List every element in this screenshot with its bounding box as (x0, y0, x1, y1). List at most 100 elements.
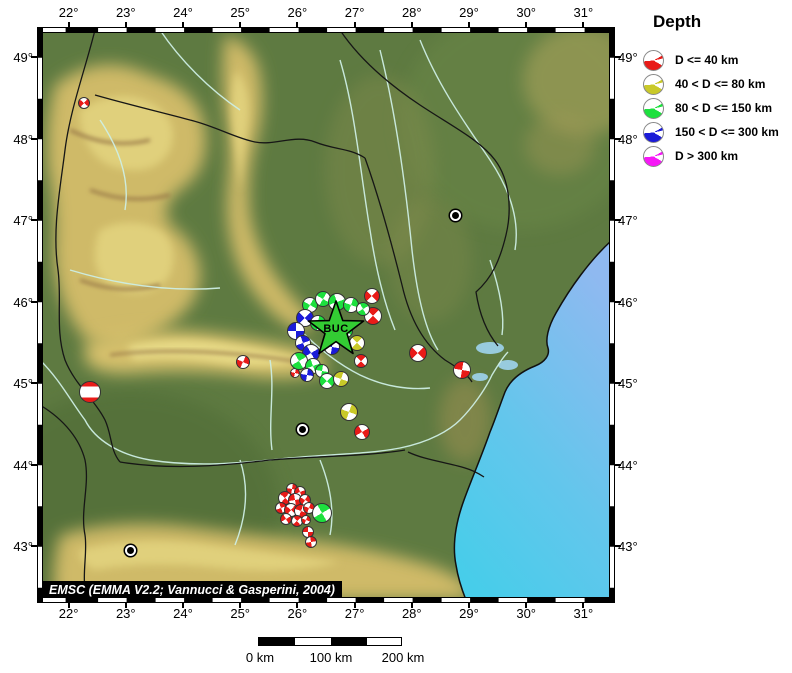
tick-right (615, 300, 621, 303)
tick-right (615, 463, 621, 466)
lon-label-top: 27° (344, 5, 365, 20)
legend-item-label: D > 300 km (675, 149, 739, 163)
beachball-event (79, 381, 101, 403)
lon-label-top: 28° (401, 5, 422, 20)
tick-left (31, 300, 37, 303)
city-dot (298, 425, 306, 433)
tick-bottom (124, 602, 127, 608)
borders (40, 30, 510, 600)
legend-item-label: 80 < D <= 150 km (675, 101, 773, 115)
lon-label-top: 31° (573, 5, 594, 20)
beachball-event (312, 503, 332, 523)
tick-left (31, 463, 37, 466)
tick-right (615, 545, 621, 547)
legend-item: D <= 40 km (643, 49, 738, 71)
lon-label-bottom: 28° (401, 606, 422, 621)
credit-bar: EMSC (EMMA V2.2; Vannucci & Gasperini, 2… (42, 581, 342, 599)
map-frame-top (37, 27, 615, 33)
lat-label-left: 43° (13, 539, 33, 554)
lat-label-right: 49° (618, 50, 638, 65)
map-frame-right (609, 27, 615, 603)
lat-label-right: 45° (618, 376, 638, 391)
black-sea (453, 238, 612, 600)
map-topography (40, 30, 612, 600)
lon-label-top: 29° (459, 5, 479, 20)
tick-bottom (410, 602, 413, 608)
lon-label-bottom: 24° (173, 606, 193, 621)
tick-top (468, 22, 470, 28)
lat-label-right: 46° (618, 294, 638, 310)
frame-corner (609, 597, 615, 603)
rivers (40, 30, 517, 546)
tick-top (525, 22, 528, 28)
lon-label-top: 24° (173, 5, 193, 20)
legend-item: 150 < D <= 300 km (643, 121, 779, 143)
legend-item-label: D <= 40 km (675, 53, 739, 67)
tick-bottom (525, 602, 528, 608)
mountains (46, 35, 470, 600)
city-dot (126, 546, 134, 554)
beachball-event (305, 536, 317, 548)
beachball-event (354, 424, 370, 440)
lon-label-bottom: 29° (459, 606, 479, 621)
lon-label-bottom: 30° (516, 606, 537, 621)
tick-right (615, 219, 621, 221)
lon-label-top: 30° (516, 5, 537, 20)
beachball-event (236, 355, 250, 369)
tick-top (67, 22, 70, 28)
focal-mechanism-icon (643, 73, 664, 95)
focal-mechanism-icon (643, 49, 664, 71)
tick-top (239, 22, 242, 28)
focal-mechanism-icon (643, 145, 664, 167)
map-canvas: EMSC (EMMA V2.2; Vannucci & Gasperini, 2… (40, 30, 612, 600)
lat-label-right: 47° (618, 213, 638, 228)
lon-label-top: 25° (230, 5, 251, 20)
frame-corner (37, 27, 43, 33)
lon-label-bottom: 22° (58, 606, 79, 621)
bucharest-star (306, 299, 366, 361)
lat-label-left: 45° (13, 376, 33, 391)
tick-left (31, 382, 37, 384)
lat-label-right: 48° (618, 131, 638, 147)
focal-mechanism-icon (643, 97, 664, 119)
beachball-event (354, 354, 368, 368)
star-label: BUC (323, 323, 349, 335)
legend-item-label: 150 < D <= 300 km (675, 125, 779, 139)
beachball-event (301, 515, 311, 525)
tick-left (31, 545, 37, 547)
focal-mechanism-icon (643, 121, 664, 143)
lon-label-bottom: 23° (115, 606, 136, 621)
map-frame-left (37, 27, 43, 603)
lat-label-left: 48° (13, 131, 33, 147)
legend-item: 80 < D <= 150 km (643, 97, 772, 119)
lon-label-bottom: 26° (287, 606, 308, 621)
tick-bottom (353, 602, 356, 608)
lat-label-right: 43° (618, 539, 638, 554)
tick-top (296, 22, 299, 28)
lon-label-bottom: 25° (230, 606, 251, 621)
tick-bottom (296, 602, 299, 608)
lon-label-top: 23° (115, 5, 136, 20)
frame-corner (609, 27, 615, 33)
lon-label-bottom: 31° (573, 606, 594, 621)
tick-top (124, 22, 127, 28)
map-frame-bottom (37, 597, 615, 603)
scale-label-200: 200 km (381, 650, 425, 665)
beachball-event (78, 97, 90, 109)
lat-label-left: 47° (13, 213, 33, 228)
tick-bottom (67, 602, 70, 608)
tick-top (182, 22, 184, 28)
tick-bottom (182, 602, 184, 608)
legend-title: Depth (653, 12, 702, 31)
lat-label-left: 44° (13, 457, 33, 473)
beachball-event (364, 288, 380, 304)
frame-corner (37, 597, 43, 603)
tick-right (615, 56, 621, 58)
beachball-event (340, 403, 358, 421)
legend-item-label: 40 < D <= 80 km (675, 77, 766, 91)
city-dot (451, 211, 459, 219)
lon-label-top: 22° (58, 5, 79, 20)
tick-left (31, 56, 37, 58)
tick-top (410, 22, 413, 28)
